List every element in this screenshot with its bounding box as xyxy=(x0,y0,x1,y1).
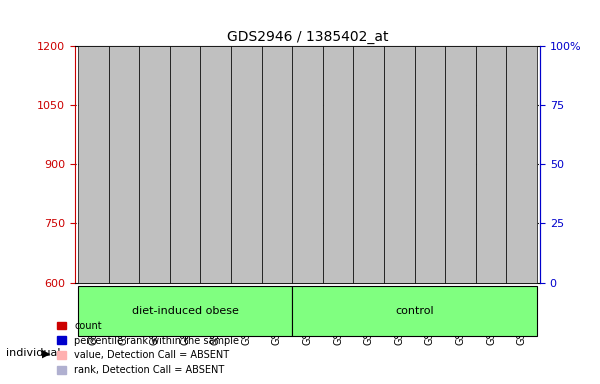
Bar xyxy=(331,152,346,283)
Bar xyxy=(178,107,193,283)
Point xyxy=(333,149,343,156)
Point xyxy=(425,136,434,142)
Bar xyxy=(208,105,223,283)
Bar xyxy=(392,60,407,283)
Point xyxy=(119,146,129,152)
FancyBboxPatch shape xyxy=(506,46,537,283)
FancyBboxPatch shape xyxy=(445,46,476,283)
Bar xyxy=(269,182,284,283)
FancyBboxPatch shape xyxy=(384,46,415,283)
FancyBboxPatch shape xyxy=(415,46,445,283)
Text: ▶: ▶ xyxy=(42,348,50,358)
FancyBboxPatch shape xyxy=(323,46,353,283)
Bar xyxy=(514,225,529,283)
Text: control: control xyxy=(395,306,434,316)
Bar xyxy=(147,81,162,283)
FancyBboxPatch shape xyxy=(292,46,323,283)
FancyBboxPatch shape xyxy=(139,46,170,283)
FancyBboxPatch shape xyxy=(262,46,292,283)
FancyBboxPatch shape xyxy=(353,46,384,283)
Bar xyxy=(239,173,254,283)
Text: diet-induced obese: diet-induced obese xyxy=(131,306,239,316)
Point xyxy=(181,146,190,152)
Point xyxy=(486,159,496,166)
Point xyxy=(394,132,404,138)
FancyBboxPatch shape xyxy=(170,46,200,283)
Bar xyxy=(453,66,468,283)
FancyBboxPatch shape xyxy=(78,286,292,336)
Point xyxy=(211,134,221,140)
Point xyxy=(242,153,251,159)
Bar xyxy=(86,214,101,283)
Bar xyxy=(422,64,437,283)
Bar xyxy=(116,117,131,283)
Point xyxy=(150,146,160,152)
Point xyxy=(364,132,373,138)
Bar xyxy=(484,210,499,283)
Point xyxy=(272,157,282,164)
Bar xyxy=(361,60,376,283)
FancyBboxPatch shape xyxy=(78,46,109,283)
FancyBboxPatch shape xyxy=(231,46,262,283)
FancyBboxPatch shape xyxy=(476,46,506,283)
FancyBboxPatch shape xyxy=(200,46,231,283)
Title: GDS2946 / 1385402_at: GDS2946 / 1385402_at xyxy=(227,30,388,44)
Text: individual: individual xyxy=(6,348,61,358)
Point xyxy=(455,140,465,146)
Point xyxy=(517,159,526,166)
FancyBboxPatch shape xyxy=(109,46,139,283)
Legend: count, percentile rank within the sample, value, Detection Call = ABSENT, rank, : count, percentile rank within the sample… xyxy=(53,317,243,379)
Bar xyxy=(300,164,315,283)
Point xyxy=(303,161,313,167)
Point xyxy=(89,161,98,167)
FancyBboxPatch shape xyxy=(292,286,537,336)
